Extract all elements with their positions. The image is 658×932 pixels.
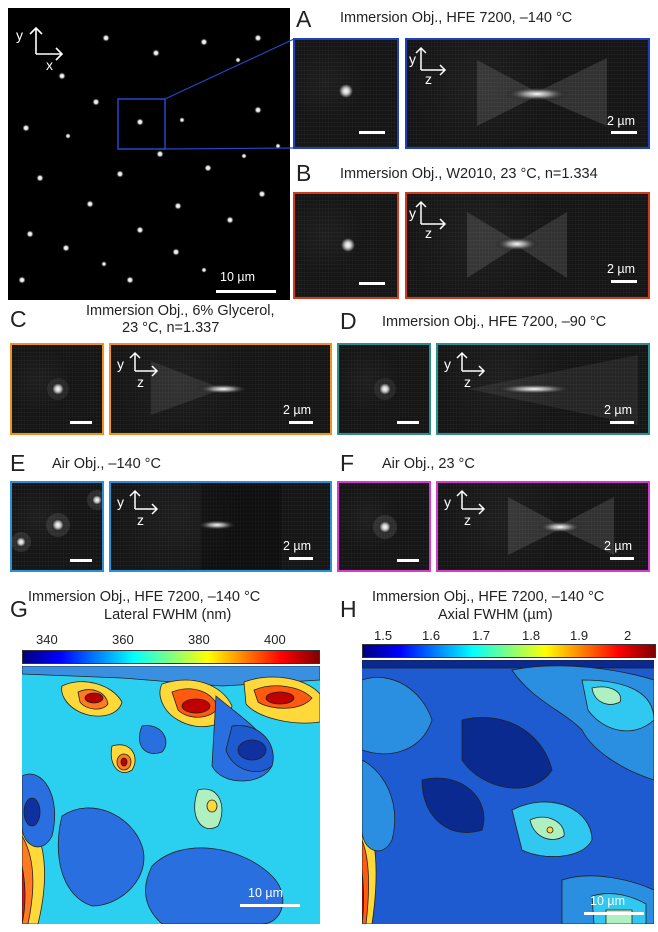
panel-h-scale-label: 10 µm	[590, 894, 625, 908]
panel-g-colorbar	[22, 650, 320, 664]
panel-b-axis-z: z	[425, 225, 432, 241]
panel-letter-c: C	[10, 306, 27, 332]
overview-axis-x-label: x	[46, 57, 53, 73]
panel-d-yz-image: y z 2 µm	[436, 343, 650, 435]
panel-letter-d: D	[340, 308, 357, 334]
panel-d-title: Immersion Obj., HFE 7200, –90 °C	[382, 314, 607, 330]
panel-h-colorbar-ticks: 1.5 1.6 1.7 1.8 1.9 2	[362, 628, 658, 644]
panel-a-yz-image: y z 2 µm	[405, 38, 650, 149]
panel-h-scalebar	[584, 912, 644, 915]
h-tick-1-8: 1.8	[522, 628, 541, 643]
panel-h-title-line1: Immersion Obj., HFE 7200, –140 °C	[372, 589, 605, 605]
panel-h-title-line2: Axial FWHM (µm)	[438, 607, 553, 623]
panel-letter-h: H	[340, 596, 357, 622]
g-tick-400: 400	[264, 632, 286, 647]
panel-e-scale-label: 2 µm	[283, 539, 312, 553]
panel-h-map: 10 µm	[362, 660, 654, 924]
panel-d-scale-label: 2 µm	[604, 403, 633, 417]
panel-d-axis-z: z	[464, 374, 471, 390]
panel-h-colorbar	[362, 644, 656, 658]
panel-c-yz-image: y z 2 µm	[109, 343, 332, 435]
panel-e-axis-z: z	[137, 512, 144, 528]
panel-c-axis-y: y	[117, 356, 124, 372]
overview-axis-y-label: y	[16, 27, 23, 43]
panel-g-colorbar-ticks: 340 360 380 400	[22, 632, 322, 648]
panel-f-yz-image: y z 2 µm	[436, 481, 650, 572]
panel-c-axis-z: z	[137, 374, 144, 390]
panel-e-axis-y: y	[117, 494, 124, 510]
panel-c-scale-label: 2 µm	[283, 403, 312, 417]
overview-scalebar	[216, 290, 276, 293]
panel-b-xy-image	[293, 192, 399, 299]
panel-g-scale-label: 10 µm	[248, 886, 283, 900]
panel-c-title-line1: Immersion Obj., 6% Glycerol,	[86, 303, 275, 319]
bead-field	[18, 26, 281, 284]
g-tick-380: 380	[188, 632, 210, 647]
panel-letter-a: A	[296, 6, 312, 32]
panel-a-scale-label: 2 µm	[607, 114, 636, 128]
panel-g-map: 10 µm	[22, 666, 320, 924]
h-tick-1-5: 1.5	[374, 628, 393, 643]
panel-a-xy-image	[293, 38, 399, 149]
g-tick-360: 360	[112, 632, 134, 647]
panel-d-xy-image	[337, 343, 431, 435]
panel-f-xy-image	[337, 481, 431, 572]
panel-d-axis-y: y	[444, 356, 451, 372]
panel-g-title-line2: Lateral FWHM (nm)	[104, 607, 232, 623]
panel-f-scale-label: 2 µm	[604, 539, 633, 553]
panel-g-title-line1: Immersion Obj., HFE 7200, –140 °C	[28, 589, 261, 605]
panel-e-title: Air Obj., –140 °C	[52, 456, 161, 472]
panel-f-axis-y: y	[444, 494, 451, 510]
overview-scale-label: 10 µm	[220, 270, 255, 284]
panel-b-title: Immersion Obj., W2010, 23 °C, n=1.334	[340, 166, 598, 182]
panel-c-xy-image	[10, 343, 104, 435]
panel-letter-e: E	[10, 450, 26, 476]
g-tick-340: 340	[36, 632, 58, 647]
panel-a-axis-y: y	[409, 51, 416, 67]
panel-b-yz-image: y z 2 µm	[405, 192, 650, 299]
panel-letter-b: B	[296, 160, 312, 186]
panel-e-yz-image: y z 2 µm	[109, 481, 332, 572]
panel-a-axis-z: z	[425, 71, 432, 87]
h-tick-2: 2	[624, 628, 632, 643]
panel-letter-g: G	[10, 596, 28, 622]
h-tick-1-7: 1.7	[472, 628, 491, 643]
panel-f-title: Air Obj., 23 °C	[382, 456, 475, 472]
panel-c-title-line2: 23 °C, n=1.337	[122, 320, 220, 336]
panel-g-scalebar	[240, 904, 300, 907]
h-tick-1-6: 1.6	[422, 628, 441, 643]
panel-e-xy-image	[10, 481, 104, 572]
panel-b-axis-y: y	[409, 205, 416, 221]
overview-image: y x 10 µm	[8, 8, 290, 300]
h-tick-1-9: 1.9	[570, 628, 589, 643]
panel-a-title: Immersion Obj., HFE 7200, –140 °C	[340, 10, 573, 26]
panel-letter-f: F	[340, 450, 355, 476]
panel-f-axis-z: z	[464, 512, 471, 528]
panel-b-scale-label: 2 µm	[607, 262, 636, 276]
